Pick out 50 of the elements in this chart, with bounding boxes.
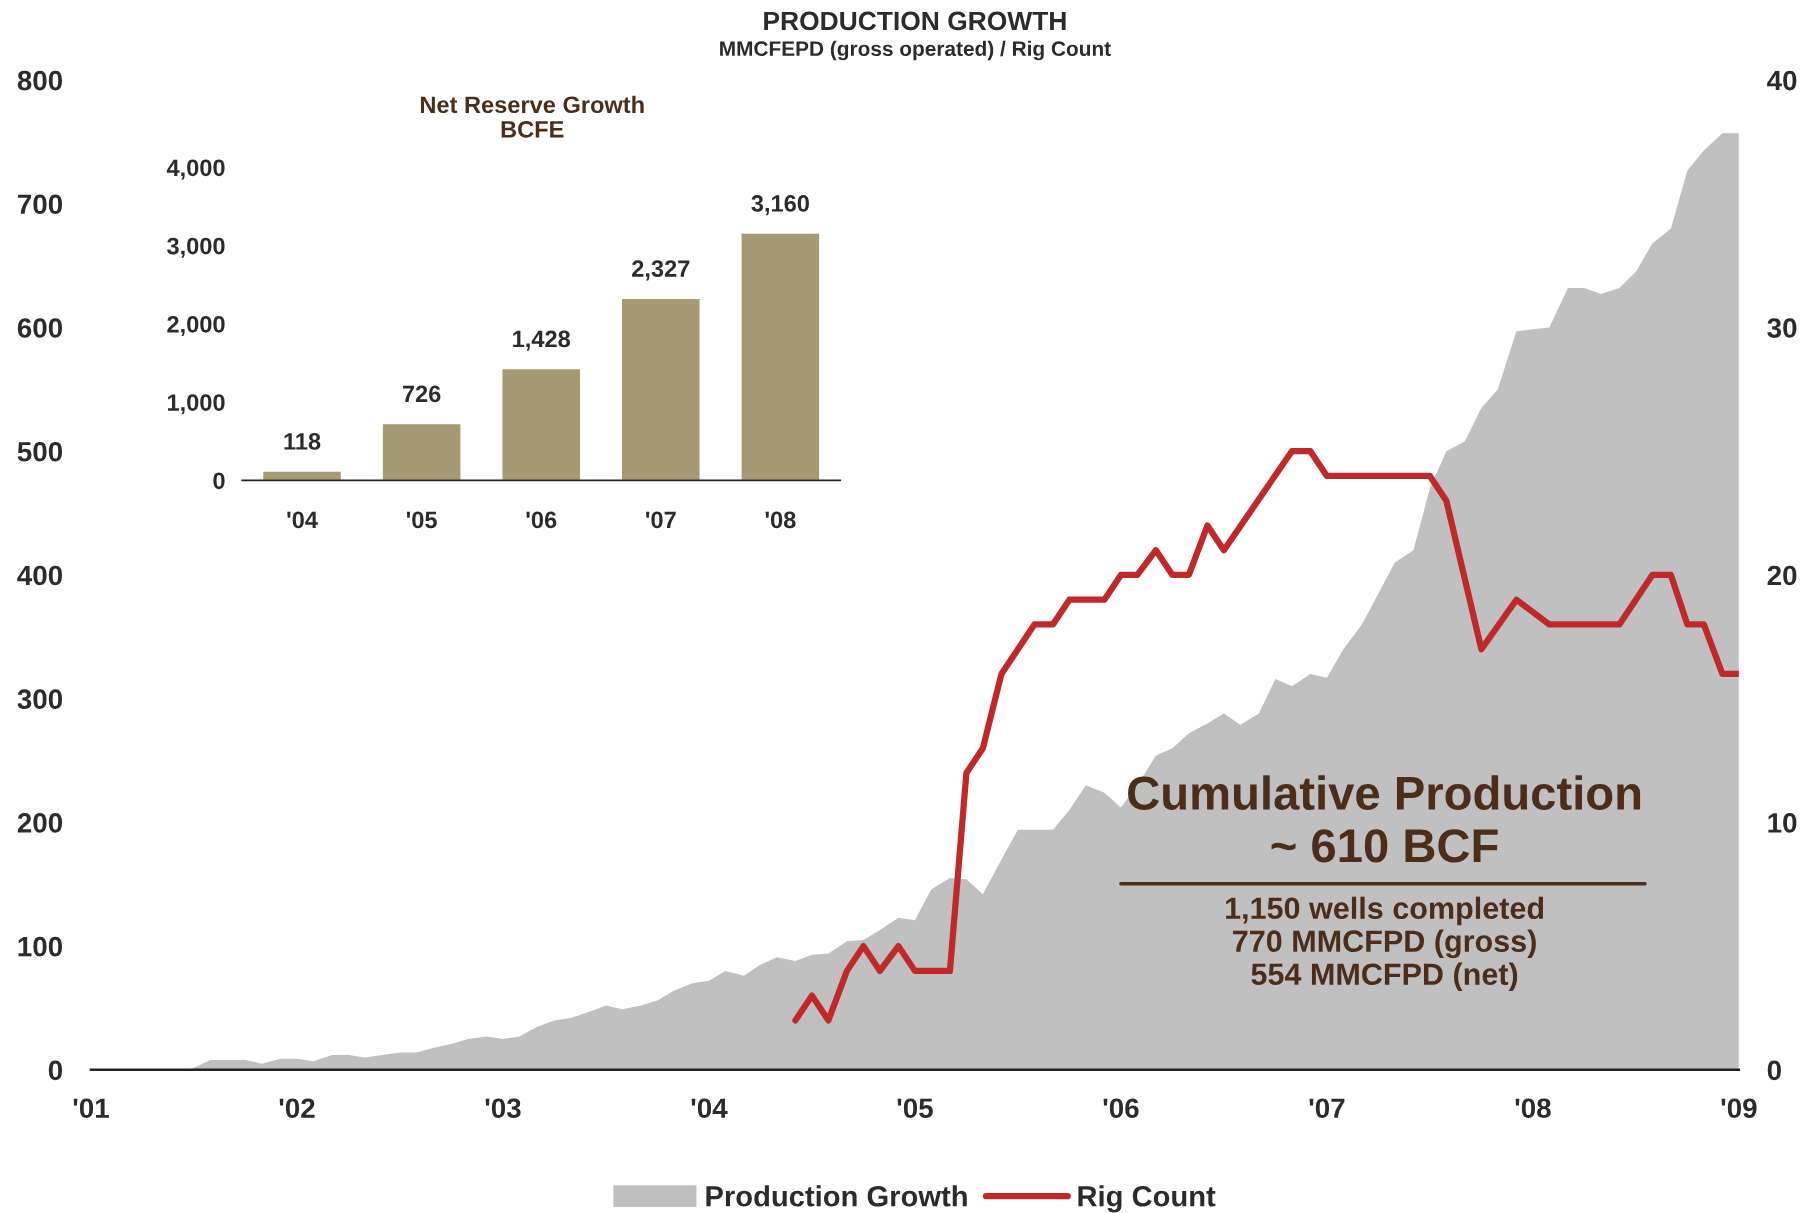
x-tick-label: '06	[1103, 1098, 1139, 1119]
bar	[620, 297, 701, 481]
x-tick-label: '08	[1515, 1098, 1551, 1119]
y-tick-label: 3,000	[167, 237, 225, 258]
x-tick-label: '07	[1309, 1098, 1345, 1119]
x-tick-label: '08	[765, 511, 796, 529]
y-tick-label: 700	[18, 194, 63, 215]
x-tick-label: '01	[73, 1098, 109, 1119]
x-tick-label: '04	[691, 1098, 728, 1119]
y2-tick-label: 20	[1767, 565, 1797, 586]
bar	[381, 422, 462, 481]
y-tick-label: 0	[213, 472, 225, 490]
legend-label: Rig Count	[1078, 1185, 1216, 1213]
y-tick-label: 200	[17, 813, 63, 833]
annotation: 1,150 wells completed 770 MMCFPD (gross) 554 MMCFPD (net)	[1226, 896, 1544, 992]
data-label: 3,160	[751, 195, 809, 216]
x-tick-label: '03	[485, 1098, 521, 1119]
bar	[501, 367, 582, 481]
y-tick-label: 500	[17, 441, 63, 462]
y-tick-label: 800	[17, 70, 63, 91]
y-tick-label: 600	[17, 318, 63, 338]
annotation: Cumulative Production ~ 610 BCF	[1128, 775, 1641, 863]
chart-title: Net Reserve Growth BCFE	[420, 95, 644, 138]
y2-tick-label: 10	[1768, 813, 1797, 833]
y2-tick-label: 0	[1767, 1060, 1781, 1081]
y-tick-label: 400	[17, 565, 63, 586]
x-tick-label: '02	[279, 1098, 315, 1119]
x-tick-label: '05	[406, 511, 437, 529]
x-tick-label: '09	[1721, 1098, 1757, 1119]
data-label: 2,327	[632, 260, 690, 281]
y2-tick-label: 30	[1767, 318, 1797, 338]
y-tick-label: 100	[18, 936, 63, 957]
bar	[740, 232, 821, 481]
x-tick-label: '06	[526, 511, 557, 529]
x-tick-label: '05	[897, 1098, 933, 1119]
y-tick-label: 1,000	[167, 394, 225, 415]
data-label: 1,428	[513, 330, 571, 351]
y-tick-label: 0	[48, 1060, 63, 1081]
chart-title: PRODUCTION GROWTH	[764, 11, 1066, 31]
chart-subtitle: MMCFEPD (gross operated) / Rig Count	[720, 40, 1111, 61]
x-tick-label: '04	[287, 511, 318, 529]
y-tick-label: 300	[17, 689, 63, 710]
legend-label: Production Growth	[706, 1185, 967, 1207]
x-tick-label: '07	[646, 511, 676, 529]
data-label: 118	[284, 433, 321, 450]
data-label: 726	[402, 385, 441, 403]
y-tick-label: 2,000	[167, 315, 225, 337]
bar	[261, 470, 343, 481]
y2-tick-label: 40	[1767, 70, 1797, 91]
y-tick-label: 4,000	[166, 159, 225, 180]
